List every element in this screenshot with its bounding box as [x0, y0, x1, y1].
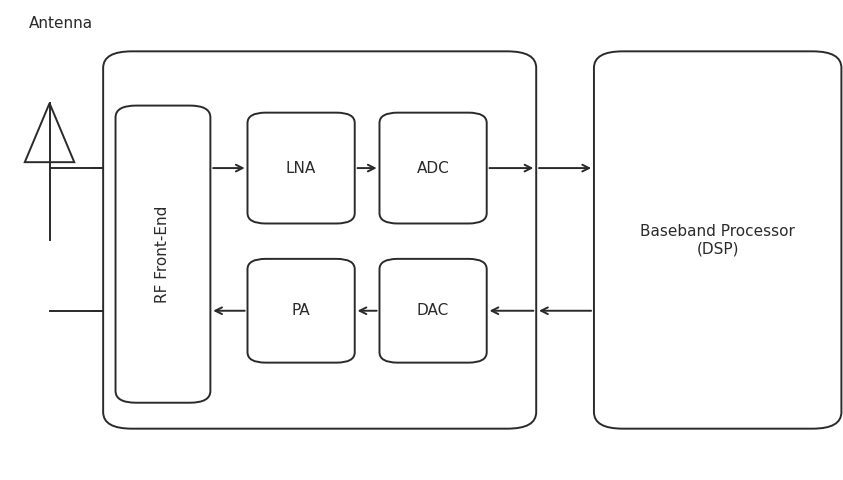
Text: Antenna: Antenna: [29, 16, 93, 31]
FancyBboxPatch shape: [115, 106, 211, 403]
Text: PA: PA: [292, 303, 310, 318]
Text: DAC: DAC: [417, 303, 449, 318]
Text: LNA: LNA: [286, 161, 316, 176]
FancyBboxPatch shape: [379, 259, 486, 362]
Text: Baseband Processor
(DSP): Baseband Processor (DSP): [640, 224, 795, 256]
FancyBboxPatch shape: [594, 51, 841, 429]
FancyBboxPatch shape: [248, 113, 355, 224]
FancyBboxPatch shape: [248, 259, 355, 362]
FancyBboxPatch shape: [103, 51, 536, 429]
FancyBboxPatch shape: [379, 113, 486, 224]
Text: RF Front-End: RF Front-End: [155, 205, 170, 303]
Text: ADC: ADC: [416, 161, 449, 176]
